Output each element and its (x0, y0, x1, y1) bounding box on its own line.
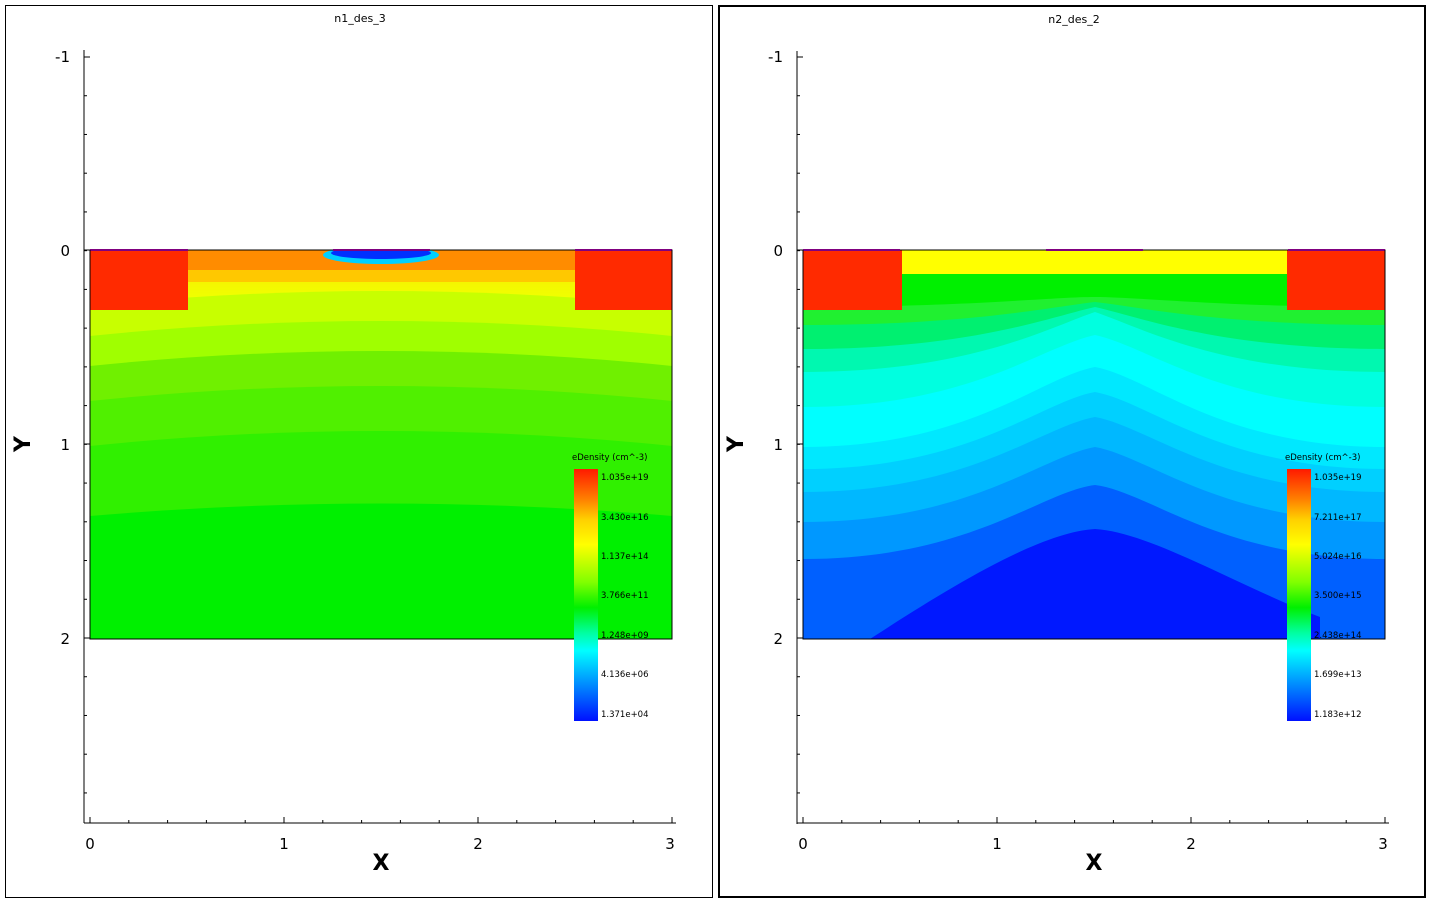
x-tick-label: 3 (665, 835, 675, 853)
plot-title: n2_des_2 (1048, 13, 1099, 26)
x-axis: 0 1 2 3 X (84, 817, 676, 876)
colorbar-label: 3.500e+15 (1314, 591, 1362, 601)
colorbar-label: 2.438e+14 (1314, 631, 1362, 641)
y-axis-label: Y (11, 435, 36, 453)
colorbar-label: 1.248e+09 (601, 631, 649, 641)
colorbar-label: 1.371e+04 (601, 710, 649, 720)
source-region (803, 250, 902, 310)
density-field (802, 249, 1386, 640)
y-axis: -1 0 1 2 Y (11, 48, 90, 823)
x-tick-label: 1 (279, 835, 289, 853)
y-axis: -1 0 1 2 Y (724, 48, 803, 824)
colorbar-label: 1.137e+14 (601, 552, 649, 562)
colorbar-label: 3.430e+16 (601, 513, 649, 523)
colorbar-label: 1.035e+19 (601, 473, 649, 483)
drain-region (1287, 250, 1385, 310)
y-tick-label: 0 (773, 242, 783, 260)
plot-title: n1_des_3 (334, 12, 385, 25)
x-tick-label: 0 (798, 835, 808, 853)
x-axis-label: X (373, 851, 390, 876)
drain-region (575, 250, 672, 310)
x-tick-label: 1 (992, 835, 1002, 853)
y-tick-label: 1 (60, 436, 70, 454)
y-tick-label: 2 (60, 630, 70, 648)
colorbar-label: 1.035e+19 (1314, 473, 1362, 483)
colorbar-label: 1.183e+12 (1314, 710, 1362, 720)
x-tick-label: 2 (1186, 835, 1196, 853)
plot-canvas-right[interactable]: n2_des_2 (720, 7, 1428, 900)
y-tick-label: 0 (60, 242, 70, 260)
y-tick-label: -1 (768, 48, 783, 66)
x-axis-label: X (1086, 851, 1103, 876)
colorbar-label: 1.699e+13 (1314, 670, 1362, 680)
y-axis-label: Y (724, 435, 749, 453)
plot-canvas-left[interactable]: n1_des_3 (6, 6, 714, 899)
colorbar-scale (574, 469, 598, 721)
y-tick-label: 2 (773, 630, 783, 648)
colorbar-label: 7.211e+17 (1314, 513, 1362, 523)
colorbar-label: 4.136e+06 (601, 670, 649, 680)
y-tick-label: 1 (773, 436, 783, 454)
colorbar-label: 3.766e+11 (601, 591, 649, 601)
x-tick-label: 2 (473, 835, 483, 853)
x-axis: 0 1 2 3 X (797, 817, 1389, 876)
source-region (90, 250, 188, 310)
x-tick-label: 3 (1378, 835, 1388, 853)
colorbar-scale (1287, 469, 1311, 721)
colorbar: eDensity (cm^-3) 1.035e+19 7.211e+17 5.0… (1285, 453, 1362, 721)
colorbar-label: 5.024e+16 (1314, 552, 1362, 562)
y-tick-label: -1 (55, 48, 70, 66)
plot-window-left[interactable]: n1_des_3 (5, 5, 713, 898)
plot-window-right[interactable]: n2_des_2 (718, 5, 1426, 898)
x-tick-label: 0 (85, 835, 95, 853)
colorbar-title: eDensity (cm^-3) (572, 453, 647, 463)
density-field (89, 244, 673, 640)
colorbar: eDensity (cm^-3) 1.035e+19 3.430e+16 1.1… (572, 453, 649, 721)
colorbar-title: eDensity (cm^-3) (1285, 453, 1360, 463)
